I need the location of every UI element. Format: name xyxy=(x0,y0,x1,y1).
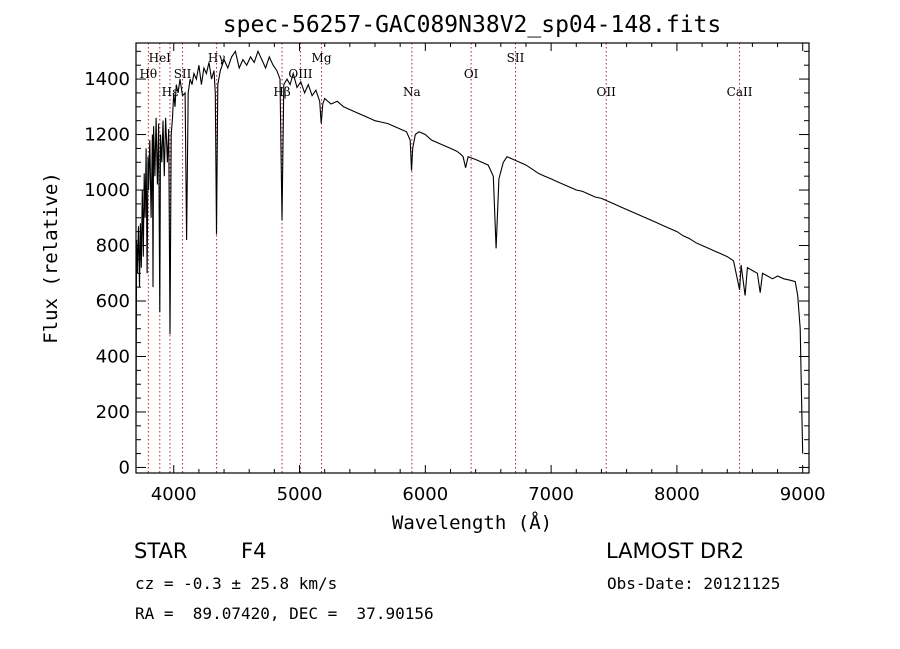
x-axis-ticks: 4000 5000 6000 7000 8000 9000 xyxy=(151,43,826,505)
x-tick-label: 9000 xyxy=(780,484,826,505)
y-tick-label: 1000 xyxy=(84,180,130,201)
spectral-line-label: Na xyxy=(403,85,421,99)
coordinates-text: RA = 89.07420, DEC = 37.90156 xyxy=(135,604,434,623)
survey-name: LAMOST DR2 xyxy=(606,539,745,563)
spectral-line-label: Hβ xyxy=(273,85,290,99)
spectral-line-label: SII xyxy=(507,51,525,65)
chart-title: spec-56257-GAC089N38V2_sp04-148.fits xyxy=(223,12,722,38)
x-tick-label: 5000 xyxy=(277,484,323,505)
y-tick-label: 600 xyxy=(96,291,130,312)
spectral-line-label: OII xyxy=(597,85,617,99)
object-subclass: F4 xyxy=(241,539,267,563)
spectral-line-label: Mg xyxy=(312,51,332,65)
y-tick-label: 1400 xyxy=(84,69,130,90)
plot-frame xyxy=(135,42,810,474)
observation-date: Obs-Date: 20121125 xyxy=(607,574,781,593)
x-tick-label: 4000 xyxy=(151,484,197,505)
spectral-line-label: CaII xyxy=(727,85,753,99)
y-tick-label: 800 xyxy=(96,236,130,257)
spectral-line-label: Hγ xyxy=(208,51,226,65)
x-axis-label: Wavelength (Å) xyxy=(392,511,552,534)
y-tick-label: 0 xyxy=(119,457,130,478)
y-tick-label: 400 xyxy=(96,346,130,367)
spectral-line-label: SII xyxy=(174,67,192,81)
spectral-line-label: HeI xyxy=(149,51,172,65)
y-axis-label: Flux (relative) xyxy=(40,172,62,344)
spectral-line-label: OI xyxy=(464,67,479,81)
spectral-line-label: Hθ xyxy=(139,67,157,81)
spectrum-line xyxy=(135,49,804,454)
redshift-text: cz = -0.3 ± 25.8 km/s xyxy=(135,574,338,593)
x-tick-label: 8000 xyxy=(654,484,700,505)
y-tick-label: 1200 xyxy=(84,125,130,146)
x-tick-label: 7000 xyxy=(528,484,574,505)
y-axis-ticks: 0 200 400 600 800 1000 1200 1400 xyxy=(84,50,809,478)
y-tick-label: 200 xyxy=(96,402,130,423)
object-type: STAR xyxy=(134,539,188,563)
x-tick-label: 6000 xyxy=(402,484,448,505)
